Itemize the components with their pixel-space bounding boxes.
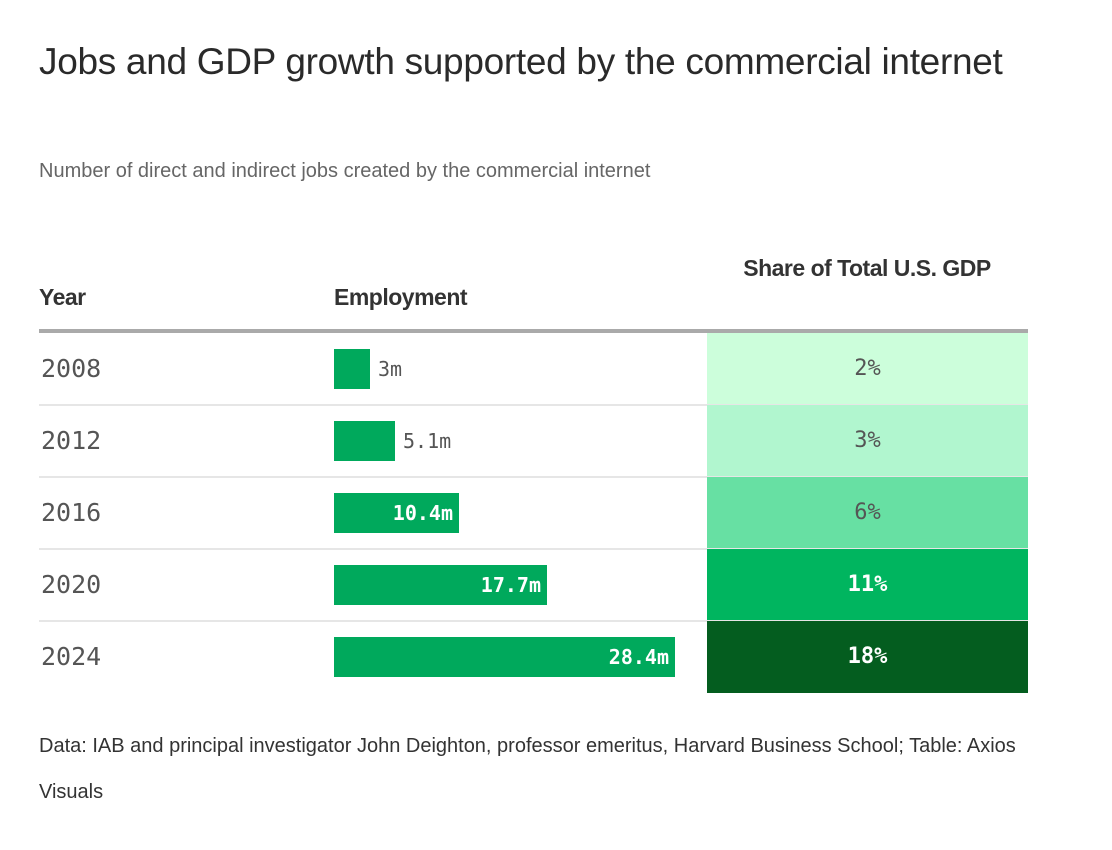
chart-title: Jobs and GDP growth supported by the com… xyxy=(39,41,1003,82)
header-year: Year xyxy=(39,284,86,310)
gdp-cell: 3% xyxy=(707,405,1028,477)
table-row: 2020 17.7m 11% xyxy=(39,549,1028,622)
employment-label: 3m xyxy=(378,357,403,381)
year-cell: 2012 xyxy=(41,426,102,455)
chart-subtitle: Number of direct and indirect jobs creat… xyxy=(39,160,651,182)
gdp-cell: 2% xyxy=(707,333,1028,405)
employment-bar xyxy=(334,421,395,461)
table-row: 2016 10.4m 6% xyxy=(39,477,1028,550)
year-cell: 2008 xyxy=(41,354,102,383)
header-gdp: Share of Total U.S. GDP xyxy=(743,255,991,281)
gdp-cell: 11% xyxy=(707,549,1028,621)
employment-bar xyxy=(334,349,370,389)
employment-label: 10.4m xyxy=(392,501,453,525)
gdp-cell: 18% xyxy=(707,621,1028,693)
row-divider xyxy=(39,620,1028,622)
employment-bar xyxy=(334,565,547,605)
table-row: 2012 5.1m 3% xyxy=(39,405,1028,478)
row-divider xyxy=(39,476,1028,478)
row-divider xyxy=(39,404,1028,406)
year-cell: 2024 xyxy=(41,642,102,671)
employment-bar xyxy=(334,493,459,533)
gdp-cell: 6% xyxy=(707,477,1028,549)
header-employment: Employment xyxy=(334,284,468,310)
employment-label: 17.7m xyxy=(480,573,541,597)
year-cell: 2016 xyxy=(41,498,102,527)
year-cell: 2020 xyxy=(41,570,102,599)
employment-bar xyxy=(334,637,675,677)
employment-label: 5.1m xyxy=(403,429,452,453)
source-note: Data: IAB and principal investigator Joh… xyxy=(39,735,1016,803)
table-row: 2008 3m 2% xyxy=(39,333,1028,406)
header-divider xyxy=(39,329,1028,333)
table-row: 2024 28.4m 18% xyxy=(39,621,1028,693)
row-divider xyxy=(39,548,1028,550)
employment-label: 28.4m xyxy=(608,645,669,669)
